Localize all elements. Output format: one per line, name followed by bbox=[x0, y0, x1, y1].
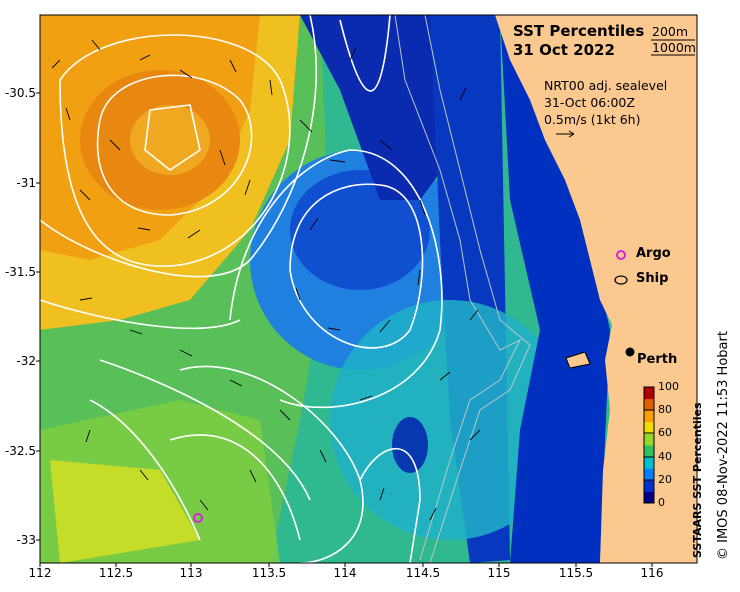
ship-legend-icon bbox=[614, 275, 628, 285]
colorbar-segment bbox=[644, 398, 654, 411]
lon-tick-label: 112 bbox=[28, 566, 52, 580]
colorbar-tick: 20 bbox=[658, 473, 672, 486]
colorbar-segment bbox=[644, 433, 654, 446]
colorbar-segment bbox=[644, 421, 654, 434]
colorbar-segment bbox=[644, 445, 654, 458]
info-line-3: 0.5m/s (1kt 6h) bbox=[544, 112, 641, 127]
plot-frame bbox=[39, 14, 698, 564]
lon-tick-label: 115.5 bbox=[558, 566, 594, 580]
lon-tick-label: 114 bbox=[333, 566, 357, 580]
lat-tick-label: -31.5 bbox=[4, 265, 36, 279]
map-title: SST Percentiles bbox=[513, 22, 645, 40]
lat-tick-label: -33 bbox=[16, 533, 36, 547]
lon-tick-label: 113 bbox=[179, 566, 203, 580]
ship-legend-label: Ship bbox=[636, 271, 669, 286]
current-vectors bbox=[51, 39, 481, 521]
colorbar-segment bbox=[644, 479, 654, 492]
lat-tick-label: -30.5 bbox=[4, 86, 36, 100]
colorbar-tick: 60 bbox=[658, 426, 672, 439]
lat-tick-label: -32.5 bbox=[4, 444, 36, 458]
colorbar-segment bbox=[644, 410, 654, 423]
isobath-1000m bbox=[394, 15, 522, 561]
colorbar-segment bbox=[644, 456, 654, 469]
axis-ticks bbox=[36, 92, 653, 567]
sealevel-contours bbox=[40, 15, 443, 563]
map-date: 31 Oct 2022 bbox=[513, 41, 615, 59]
isobath-label-200m: 200m bbox=[652, 24, 689, 39]
lon-tick-label: 112.5 bbox=[98, 566, 134, 580]
perth-marker bbox=[625, 347, 635, 357]
lon-tick-label: 114.5 bbox=[405, 566, 441, 580]
colorbar bbox=[643, 386, 655, 504]
colorbar-segment bbox=[644, 491, 654, 504]
lon-tick-label: 115 bbox=[487, 566, 511, 580]
info-line-1: NRT00 adj. sealevel bbox=[544, 78, 668, 93]
lon-tick-label: 116 bbox=[640, 566, 664, 580]
argo-legend-label: Argo bbox=[636, 246, 671, 261]
argo-float-marker bbox=[193, 513, 203, 523]
isobath-label-1000m: 1000m bbox=[652, 40, 696, 55]
lat-tick-label: -32 bbox=[16, 354, 36, 368]
info-line-2: 31-Oct 06:00Z bbox=[544, 95, 635, 110]
argo-legend-icon bbox=[616, 250, 626, 260]
colorbar-label: SSTAARS SST Percentiles bbox=[691, 402, 704, 559]
colorbar-segment bbox=[644, 468, 654, 481]
lon-tick-label: 113.5 bbox=[251, 566, 287, 580]
imos-credit: © IMOS 08-Nov-2022 11:53 Hobart bbox=[716, 331, 731, 560]
colorbar-tick: 100 bbox=[658, 380, 679, 393]
colorbar-tick: 0 bbox=[658, 496, 665, 509]
lat-tick-label: -31 bbox=[16, 176, 36, 190]
city-label-perth: Perth bbox=[637, 352, 678, 367]
colorbar-tick: 40 bbox=[658, 450, 672, 463]
colorbar-segment bbox=[644, 387, 654, 400]
colorbar-tick: 80 bbox=[658, 403, 672, 416]
map-field bbox=[40, 15, 697, 563]
colorbar-ticks bbox=[644, 386, 654, 504]
